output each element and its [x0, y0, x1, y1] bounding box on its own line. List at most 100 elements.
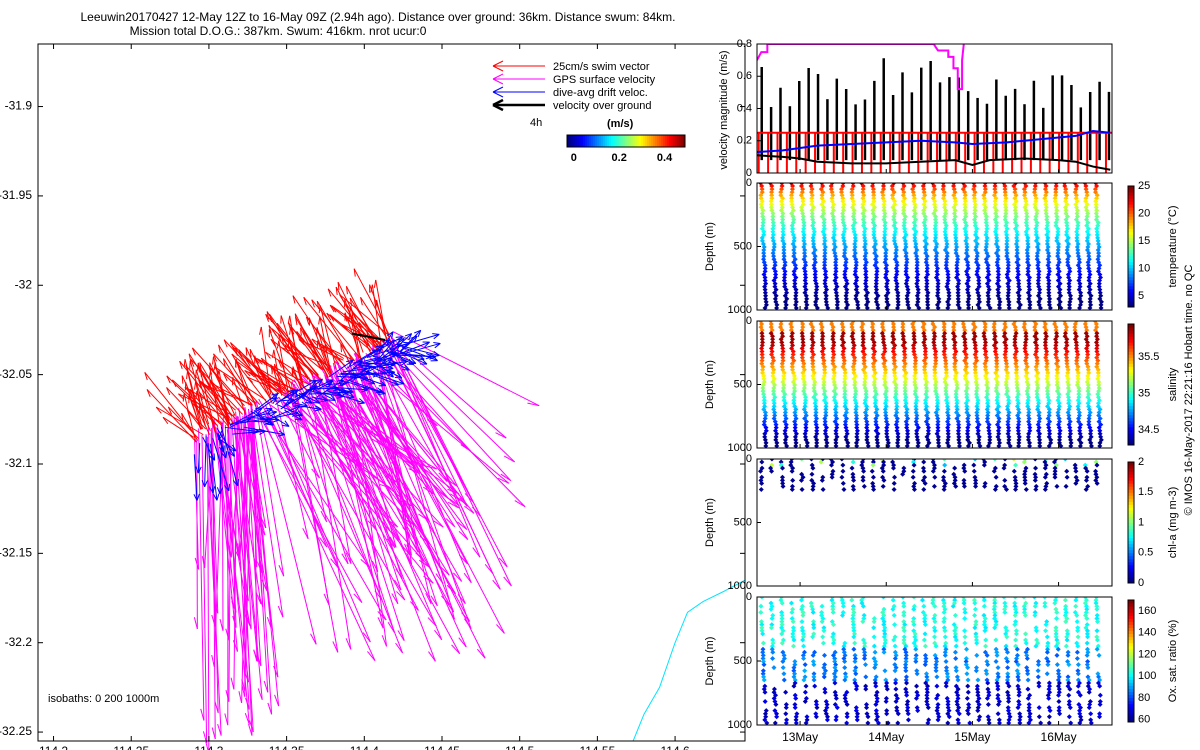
profile-sample [1054, 379, 1060, 385]
swim-vector [292, 295, 340, 365]
profile-sample [774, 443, 780, 448]
swim-vector [349, 312, 360, 359]
gps-vector [372, 345, 472, 583]
profile-sample [833, 259, 839, 265]
profile-sample [1073, 339, 1079, 345]
profile-sample [913, 655, 919, 661]
profile-sample [803, 397, 809, 403]
profile-sample [760, 367, 766, 373]
profile-sample [842, 677, 848, 683]
profile-sample [996, 425, 1002, 431]
depth-tick-label: 500 [734, 516, 752, 528]
profile-sample [1084, 327, 1090, 333]
profile-sample [932, 373, 938, 379]
colorbar-cell [607, 135, 610, 147]
drift-vector-head [294, 405, 301, 412]
profile-sample [1053, 324, 1059, 330]
profile-sample [903, 677, 909, 683]
profile-sample [996, 443, 1002, 448]
profile-sample [904, 293, 910, 299]
profile-sample [1005, 290, 1011, 296]
colorbar-cell [567, 135, 570, 147]
drift-vector-head [216, 493, 220, 501]
colorbar-cell [651, 135, 654, 147]
profile-sample [1016, 293, 1022, 299]
profile-sample [770, 229, 776, 235]
profile-sample [882, 637, 888, 643]
drift-vector-head [404, 333, 412, 337]
gps-vector-head [244, 614, 251, 626]
swim-vector [246, 376, 290, 396]
profile-sample [860, 474, 866, 480]
profile-sample [911, 333, 917, 339]
profile-sample [1025, 400, 1031, 406]
profile-sample [1047, 305, 1053, 310]
profile-sample [1094, 480, 1100, 486]
profile-sample [801, 643, 807, 649]
profile-sample [1052, 471, 1058, 477]
profile-sample [760, 646, 766, 652]
profile-sample [893, 388, 899, 394]
profile-sample [1031, 321, 1037, 324]
profile-sample [973, 244, 979, 250]
profile-sample [789, 223, 795, 229]
profile-sample [941, 339, 947, 345]
profile-sample [1005, 259, 1011, 265]
profile-sample [1013, 183, 1019, 186]
profile-sample [1076, 256, 1082, 262]
profile-sample [953, 665, 959, 671]
profile-sample [1074, 210, 1080, 216]
depth-tick-label: 1000 [728, 580, 752, 592]
profile-sample [799, 355, 805, 361]
profile-sample [880, 333, 886, 339]
profile-sample [771, 686, 777, 692]
profile-sample [874, 437, 880, 443]
profile-sample [942, 628, 948, 634]
gps-vector-head [425, 593, 432, 605]
profile-sample [782, 274, 788, 280]
profile-sample [882, 406, 888, 412]
profile-sample [870, 207, 876, 213]
profile-sample [890, 339, 896, 345]
drift-vector-head [336, 379, 344, 382]
profile-sample [912, 235, 918, 241]
profile-sample [1004, 486, 1010, 492]
profile-sample [974, 388, 980, 394]
profile-sample [859, 321, 865, 324]
profile-sample [830, 330, 836, 336]
colorbar-cell [613, 135, 616, 147]
profile-sample [1067, 299, 1073, 305]
profile-sample [760, 652, 766, 658]
section-colorbar-cell [1128, 348, 1134, 352]
profile-sample [864, 419, 870, 425]
profile-sample [891, 214, 897, 220]
profile-sample [813, 299, 819, 305]
profile-sample [903, 394, 909, 400]
profile-sample [964, 403, 970, 409]
profile-sample [871, 229, 877, 235]
profile-sample [841, 223, 847, 229]
gps-vector-head [445, 518, 456, 528]
profile-sample [893, 226, 899, 232]
profile-sample [779, 339, 785, 345]
gps-vector [254, 401, 285, 577]
gps-vector [334, 372, 414, 531]
profile-sample [973, 480, 979, 486]
profile-sample [882, 229, 888, 235]
profile-sample [798, 477, 804, 483]
profile-sample [893, 677, 899, 683]
profile-sample [916, 305, 922, 310]
profile-sample [893, 382, 899, 388]
profile-sample [1025, 268, 1031, 274]
profile-sample [793, 290, 799, 296]
profile-sample [811, 662, 817, 668]
profile-sample [993, 474, 999, 480]
profile-sample [783, 711, 789, 717]
profile-sample [799, 327, 805, 333]
profile-sample [1014, 394, 1020, 400]
profile-sample [802, 382, 808, 388]
profile-sample [933, 220, 939, 226]
profile-sample [943, 235, 949, 241]
chla-section-plot-area [758, 459, 1100, 492]
profile-sample [832, 238, 838, 244]
